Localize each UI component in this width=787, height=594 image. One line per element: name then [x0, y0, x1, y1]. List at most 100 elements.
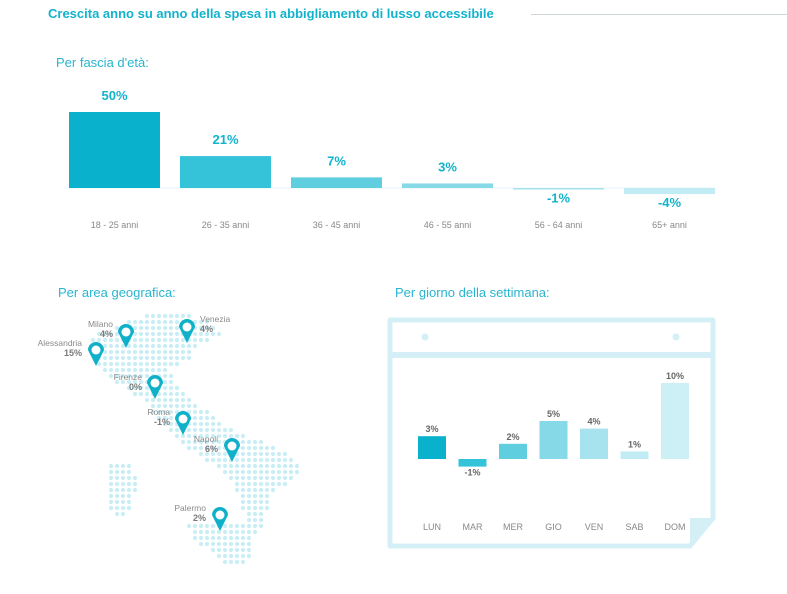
map-dot: [108, 337, 114, 343]
age-bar: [69, 112, 160, 188]
map-dot: [126, 499, 132, 505]
map-dot: [114, 355, 120, 361]
map-dot: [108, 487, 114, 493]
location-pin-icon: [212, 507, 228, 531]
map-dot: [240, 547, 246, 553]
location-pin-icon: [175, 411, 191, 435]
weekday-category-label: MER: [503, 522, 524, 532]
map-dot: [174, 319, 180, 325]
map-dot: [204, 523, 210, 529]
map-dot: [252, 517, 258, 523]
map-dot: [258, 505, 264, 511]
map-dot: [114, 493, 120, 499]
map-dot: [180, 403, 186, 409]
map-dot: [198, 433, 204, 439]
map-dot: [126, 505, 132, 511]
map-city-label: Venezia: [200, 314, 231, 324]
map-dot: [240, 523, 246, 529]
age-category-label: 65+ anni: [652, 220, 687, 230]
map-dot: [222, 523, 228, 529]
map-dot: [126, 463, 132, 469]
map-dot: [150, 313, 156, 319]
map-dot: [168, 397, 174, 403]
age-category-label: 18 - 25 anni: [91, 220, 139, 230]
map-dot: [240, 475, 246, 481]
location-pin-icon: [88, 342, 104, 366]
map-dot: [102, 367, 108, 373]
map-dot: [174, 349, 180, 355]
map-dot: [174, 337, 180, 343]
map-dot: [192, 331, 198, 337]
map-dot: [114, 469, 120, 475]
map-dot: [240, 559, 246, 565]
age-category-label: 36 - 45 anni: [313, 220, 361, 230]
map-dot: [108, 343, 114, 349]
map-dot: [216, 331, 222, 337]
map-dot: [174, 403, 180, 409]
map-dot: [144, 343, 150, 349]
map-dot: [228, 523, 234, 529]
map-city-label: Firenze: [114, 372, 143, 382]
map-dot: [240, 499, 246, 505]
map-dot: [198, 523, 204, 529]
map-dot: [156, 355, 162, 361]
map-dot: [192, 415, 198, 421]
age-bar: [513, 188, 604, 190]
map-dot: [144, 385, 150, 391]
map-dot: [276, 451, 282, 457]
map-dot: [288, 469, 294, 475]
map-dot: [264, 451, 270, 457]
map-dot: [114, 337, 120, 343]
map-dot: [192, 529, 198, 535]
map-dot: [144, 361, 150, 367]
map-dot: [264, 493, 270, 499]
map-dot: [270, 451, 276, 457]
map-dot: [114, 499, 120, 505]
pin-hole: [121, 327, 131, 337]
map-dot: [156, 409, 162, 415]
pin-hole: [150, 378, 160, 388]
map-dot: [186, 445, 192, 451]
map-dot: [150, 361, 156, 367]
weekday-category-label: GIO: [545, 522, 562, 532]
map-dot: [246, 457, 252, 463]
map-dot: [222, 457, 228, 463]
map-dot: [144, 367, 150, 373]
map-dot: [288, 475, 294, 481]
map-dot: [150, 367, 156, 373]
map-dot: [180, 355, 186, 361]
map-dot: [288, 463, 294, 469]
map-dot: [222, 547, 228, 553]
map-dot: [234, 529, 240, 535]
map-dot: [150, 397, 156, 403]
map-dot: [180, 433, 186, 439]
map-dot: [162, 355, 168, 361]
map-dot: [162, 349, 168, 355]
map-dot: [234, 481, 240, 487]
map-dot: [186, 427, 192, 433]
map-dot: [180, 343, 186, 349]
map-dot: [264, 499, 270, 505]
map-dot: [108, 469, 114, 475]
map-dot: [180, 313, 186, 319]
age-value-label: 50%: [101, 88, 127, 103]
map-dot: [192, 421, 198, 427]
map-dot: [180, 397, 186, 403]
map-dot: [126, 355, 132, 361]
map-dot: [162, 361, 168, 367]
map-dot: [258, 469, 264, 475]
map-dot: [132, 319, 138, 325]
map-dot: [162, 415, 168, 421]
map-dot: [216, 529, 222, 535]
map-dot: [204, 325, 210, 331]
map-dot: [138, 361, 144, 367]
map-dot: [144, 355, 150, 361]
map-dot: [96, 337, 102, 343]
map-dot: [222, 553, 228, 559]
weekday-bar: [661, 383, 689, 459]
map-dot: [126, 343, 132, 349]
map-dot: [270, 463, 276, 469]
map-dot: [186, 523, 192, 529]
map-dot: [216, 553, 222, 559]
